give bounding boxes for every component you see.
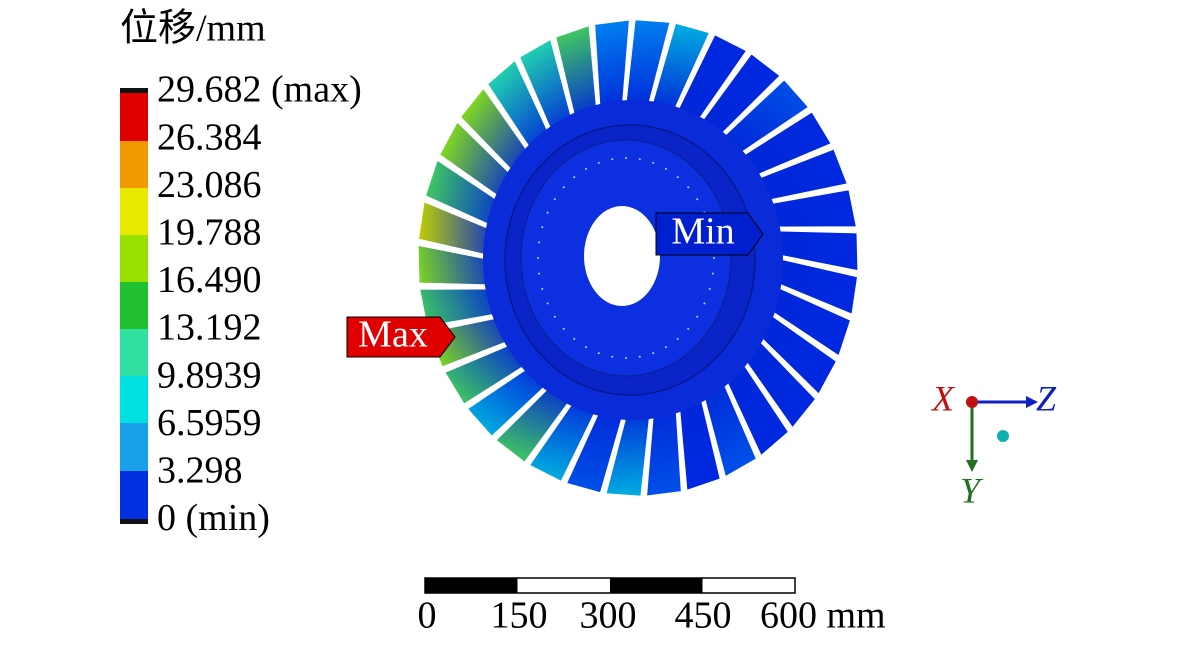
- max-label: Max: [358, 314, 428, 356]
- bolt-hole: [638, 158, 641, 161]
- bolt-hole: [676, 176, 679, 179]
- bolt-hole: [703, 302, 706, 305]
- color-band: [120, 93, 148, 141]
- scale-bar: [424, 577, 796, 594]
- bolt-hole: [713, 257, 715, 259]
- scale-label: 300: [580, 595, 637, 637]
- bolt-hole: [573, 337, 576, 340]
- color-band: [120, 88, 148, 93]
- max-probe: Max: [346, 314, 456, 358]
- color-bar: [120, 88, 148, 524]
- bolt-hole: [546, 302, 549, 305]
- bolt-hole: [562, 186, 565, 189]
- bolt-hole: [546, 211, 549, 214]
- bolt-hole: [611, 158, 614, 161]
- bolt-hole: [687, 186, 690, 189]
- color-band: [120, 471, 148, 519]
- bolt-hole: [676, 337, 679, 340]
- color-band: [120, 235, 148, 282]
- color-band: [120, 188, 148, 235]
- bolt-hole: [708, 287, 711, 290]
- bolt-hole: [611, 355, 614, 358]
- legend-label: 13.192: [157, 307, 262, 349]
- legend-label: 19.788: [157, 212, 262, 254]
- min-label: Min: [671, 211, 734, 253]
- legend-label: 0 (min): [157, 497, 270, 539]
- bolt-hole: [541, 287, 544, 290]
- color-band: [120, 423, 148, 471]
- bolt-hole: [664, 346, 667, 349]
- color-band: [120, 329, 148, 376]
- axis-triad: X Z Y: [930, 378, 1057, 510]
- legend-label: 6.5959: [157, 402, 262, 444]
- bolt-hole: [562, 327, 565, 330]
- scale-label: 450: [675, 595, 732, 637]
- bolt-hole: [696, 315, 699, 318]
- scale-label: 0: [418, 595, 437, 637]
- min-probe: Min: [655, 211, 764, 256]
- bolt-hole: [696, 198, 699, 201]
- bolt-hole: [687, 327, 690, 330]
- x-axis-label: X: [930, 378, 956, 418]
- bolt-hole: [652, 352, 655, 355]
- z-axis-label: Z: [1036, 378, 1057, 418]
- bore: [584, 206, 660, 306]
- scale-label: 150: [491, 595, 548, 637]
- bolt-hole: [553, 198, 556, 201]
- legend-label: 9.8939: [157, 354, 262, 396]
- legend-label: 29.682 (max): [157, 69, 362, 111]
- legend-title: 位移/mm: [120, 8, 266, 50]
- y-axis-label: Y: [960, 470, 984, 510]
- bolt-hole: [541, 226, 544, 229]
- bolt-hole: [638, 355, 641, 358]
- bolt-hole: [664, 167, 667, 170]
- bolt-hole: [597, 161, 600, 164]
- bolt-hole: [553, 315, 556, 318]
- bolt-hole: [625, 357, 627, 359]
- bolt-hole: [652, 161, 655, 164]
- legend-label: 16.490: [157, 259, 262, 301]
- scale-label: 600 mm: [760, 595, 886, 637]
- model: [417, 19, 859, 497]
- color-band: [120, 141, 148, 188]
- bolt-hole: [538, 272, 541, 275]
- bolt-hole: [597, 352, 600, 355]
- legend-label: 3.298: [157, 450, 243, 492]
- bolt-hole: [538, 241, 541, 244]
- bolt-hole: [573, 176, 576, 179]
- bolt-hole: [585, 167, 588, 170]
- color-band: [120, 519, 148, 524]
- bolt-hole: [537, 257, 539, 259]
- legend-label: 23.086: [157, 164, 262, 206]
- color-band: [120, 376, 148, 423]
- bolt-hole: [625, 157, 627, 159]
- bolt-hole: [585, 346, 588, 349]
- legend-label: 26.384: [157, 116, 262, 158]
- bolt-hole: [711, 272, 714, 275]
- color-band: [120, 282, 148, 329]
